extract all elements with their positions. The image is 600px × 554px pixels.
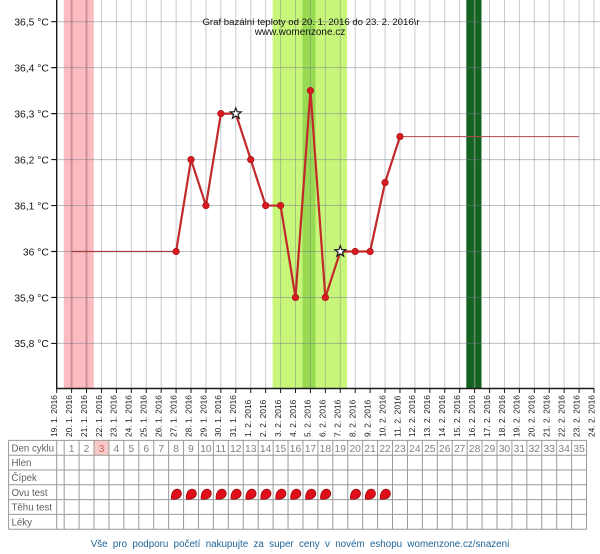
svg-text:21. 1. 2016: 21. 1. 2016	[79, 395, 89, 437]
svg-text:31: 31	[514, 444, 526, 455]
svg-text:3: 3	[99, 444, 105, 455]
svg-text:30: 30	[499, 444, 511, 455]
svg-text:Graf bazální teploty od 20. 1.: Graf bazální teploty od 20. 1. 2016 do 2…	[202, 17, 420, 28]
svg-text:9. 2. 2016: 9. 2. 2016	[362, 399, 372, 437]
svg-text:28: 28	[469, 444, 481, 455]
svg-text:Těhu test: Těhu test	[12, 503, 53, 514]
svg-text:1. 2. 2016: 1. 2. 2016	[243, 399, 253, 437]
svg-text:Ovu test: Ovu test	[12, 488, 48, 499]
svg-text:22: 22	[379, 444, 391, 455]
svg-text:17: 17	[305, 444, 317, 455]
svg-text:35,8 °C: 35,8 °C	[14, 339, 49, 350]
svg-text:Hlen: Hlen	[12, 458, 32, 469]
svg-text:20. 1. 2016: 20. 1. 2016	[64, 395, 74, 437]
svg-text:25. 1. 2016: 25. 1. 2016	[139, 395, 149, 437]
svg-text:2: 2	[84, 444, 90, 455]
svg-text:27. 1. 2016: 27. 1. 2016	[168, 395, 178, 437]
svg-text:23. 1. 2016: 23. 1. 2016	[109, 395, 119, 437]
svg-text:Čípek: Čípek	[12, 473, 37, 484]
svg-text:36,3 °C: 36,3 °C	[14, 109, 49, 120]
svg-text:14. 2. 2016: 14. 2. 2016	[437, 395, 447, 437]
svg-text:23. 2. 2016: 23. 2. 2016	[571, 395, 581, 437]
svg-text:35: 35	[573, 444, 585, 455]
svg-text:19: 19	[335, 444, 347, 455]
svg-text:22. 1. 2016: 22. 1. 2016	[94, 395, 104, 437]
svg-text:13. 2. 2016: 13. 2. 2016	[422, 395, 432, 437]
svg-text:31. 1. 2016: 31. 1. 2016	[228, 395, 238, 437]
svg-text:29: 29	[484, 444, 496, 455]
svg-text:3. 2. 2016: 3. 2. 2016	[273, 399, 283, 437]
svg-text:28. 1. 2016: 28. 1. 2016	[183, 395, 193, 437]
svg-text:5. 2. 2016: 5. 2. 2016	[303, 399, 313, 437]
svg-text:9: 9	[188, 444, 194, 455]
svg-text:24. 2. 2016: 24. 2. 2016	[586, 395, 596, 437]
svg-text:36,2 °C: 36,2 °C	[14, 155, 49, 166]
svg-text:Vše pro podporu početí nakupuj: Vše pro podporu početí nakupujte za supe…	[91, 539, 510, 550]
svg-text:18. 2. 2016: 18. 2. 2016	[497, 395, 507, 437]
svg-text:25: 25	[424, 444, 436, 455]
svg-text:33: 33	[543, 444, 555, 455]
svg-text:5: 5	[128, 444, 134, 455]
svg-text:26: 26	[439, 444, 451, 455]
svg-text:36,4 °C: 36,4 °C	[14, 63, 49, 74]
svg-text:1: 1	[69, 444, 75, 455]
svg-text:15: 15	[275, 444, 287, 455]
svg-text:20. 2. 2016: 20. 2. 2016	[527, 395, 537, 437]
svg-text:24. 1. 2016: 24. 1. 2016	[124, 395, 134, 437]
svg-text:8: 8	[173, 444, 179, 455]
svg-text:36,5 °C: 36,5 °C	[14, 18, 49, 29]
svg-text:11. 2. 2016: 11. 2. 2016	[392, 395, 402, 437]
svg-text:7. 2. 2016: 7. 2. 2016	[333, 399, 343, 437]
svg-text:29. 1. 2016: 29. 1. 2016	[198, 395, 208, 437]
svg-text:16: 16	[290, 444, 302, 455]
svg-text:19. 1. 2016: 19. 1. 2016	[49, 395, 59, 437]
svg-text:13: 13	[245, 444, 257, 455]
svg-text:6: 6	[143, 444, 149, 455]
svg-text:10. 2. 2016: 10. 2. 2016	[377, 395, 387, 437]
svg-text:12. 2. 2016: 12. 2. 2016	[407, 395, 417, 437]
svg-text:4. 2. 2016: 4. 2. 2016	[288, 399, 298, 437]
svg-text:24: 24	[409, 444, 421, 455]
svg-text:7: 7	[158, 444, 164, 455]
svg-text:20: 20	[349, 444, 361, 455]
svg-text:18: 18	[320, 444, 332, 455]
svg-text:www.womenzone.cz: www.womenzone.cz	[254, 27, 346, 38]
svg-text:Den cyklu: Den cyklu	[12, 443, 55, 454]
svg-text:36,1 °C: 36,1 °C	[14, 201, 49, 212]
svg-text:36 °C: 36 °C	[23, 247, 49, 258]
svg-text:4: 4	[114, 444, 120, 455]
svg-text:14: 14	[260, 444, 272, 455]
svg-text:8. 2. 2016: 8. 2. 2016	[348, 399, 358, 437]
svg-text:12: 12	[230, 444, 242, 455]
svg-text:2. 2. 2016: 2. 2. 2016	[258, 399, 268, 437]
svg-text:16. 2. 2016: 16. 2. 2016	[467, 395, 477, 437]
svg-text:21. 2. 2016: 21. 2. 2016	[542, 395, 552, 437]
svg-text:34: 34	[558, 444, 570, 455]
svg-text:35,9 °C: 35,9 °C	[14, 293, 49, 304]
svg-text:22. 2. 2016: 22. 2. 2016	[556, 395, 566, 437]
svg-text:17. 2. 2016: 17. 2. 2016	[482, 395, 492, 437]
svg-text:10: 10	[200, 444, 212, 455]
svg-text:27: 27	[454, 444, 466, 455]
svg-text:30. 1. 2016: 30. 1. 2016	[213, 395, 223, 437]
svg-text:21: 21	[364, 444, 376, 455]
svg-text:Léky: Léky	[12, 517, 33, 528]
svg-text:26. 1. 2016: 26. 1. 2016	[153, 395, 163, 437]
svg-text:32: 32	[529, 444, 541, 455]
svg-text:15. 2. 2016: 15. 2. 2016	[452, 395, 462, 437]
svg-text:23: 23	[394, 444, 406, 455]
svg-text:19. 2. 2016: 19. 2. 2016	[512, 395, 522, 437]
svg-text:6. 2. 2016: 6. 2. 2016	[318, 399, 328, 437]
svg-text:11: 11	[216, 444, 227, 455]
